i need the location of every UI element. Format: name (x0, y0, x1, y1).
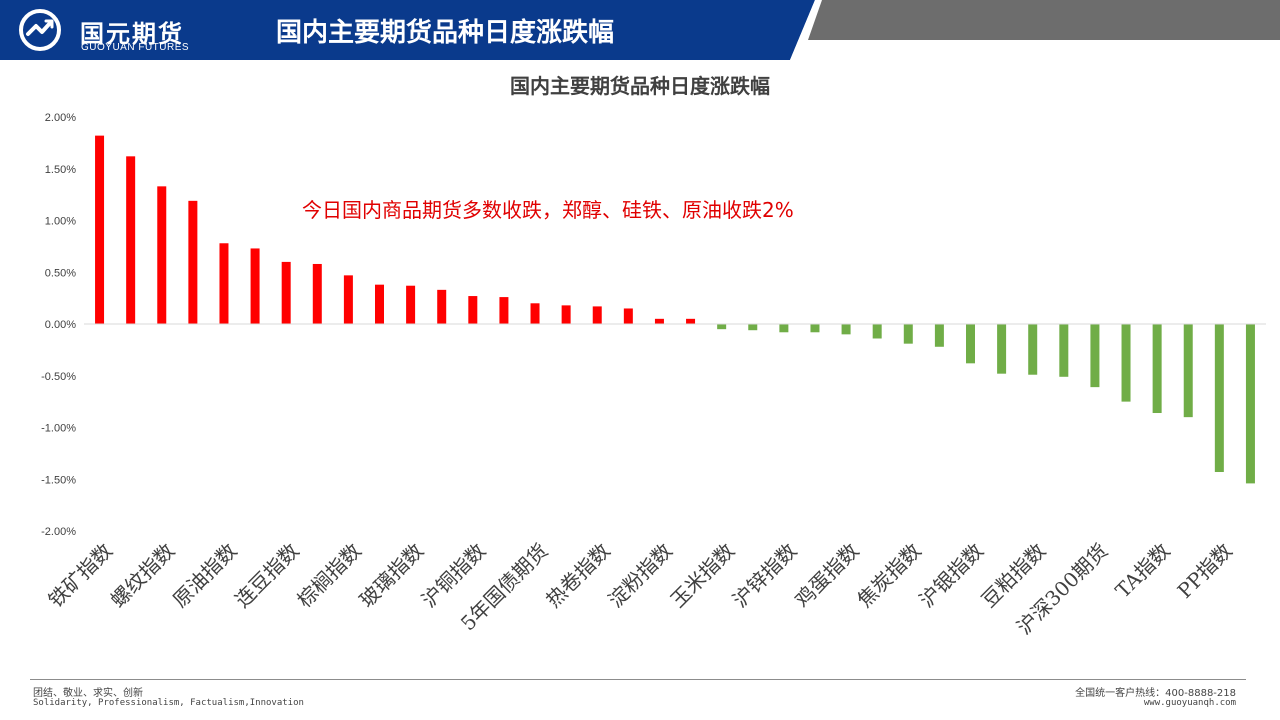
bar (592, 306, 602, 324)
bar (717, 324, 727, 330)
bar (1028, 324, 1038, 375)
bar (1090, 324, 1100, 388)
header-white-stripe (790, 0, 822, 60)
bar (312, 263, 322, 324)
x-tick-label: 原油指数 (168, 539, 242, 613)
y-tick-label: 0.00% (45, 319, 76, 331)
bar (157, 186, 167, 324)
y-tick-label: 1.50% (45, 164, 76, 176)
x-tick-label: 螺纹指数 (106, 539, 180, 613)
bar (623, 308, 633, 324)
bar (903, 324, 913, 344)
y-tick-label: 1.00% (45, 216, 76, 228)
guoyuan-logo: 国元期货 GUOYUAN FUTURES (18, 8, 218, 54)
bar (437, 289, 447, 324)
bar (934, 324, 944, 347)
bar (468, 296, 478, 324)
market-annotation: 今日国内商品期货多数收跌，郑醇、硅铁、原油收跌2% (302, 198, 794, 222)
page-title: 国内主要期货品种日度涨跌幅 (276, 18, 615, 48)
bars (95, 135, 1255, 484)
bar (654, 318, 664, 324)
y-tick-label: -1.00% (41, 423, 76, 435)
y-tick-label: -2.00% (41, 526, 76, 538)
bar (281, 261, 291, 324)
x-tick-label: 棕榈指数 (292, 539, 366, 613)
footer-hotline: 全国统一客户热线：400-8888-218 (1075, 688, 1236, 699)
bar (841, 324, 851, 335)
bar (997, 324, 1007, 374)
bar (1183, 324, 1193, 418)
y-axis: 2.00% 1.50% 1.00% 0.50% 0.00% -0.50% -1.00% -1.… (41, 112, 76, 538)
bar (810, 324, 820, 333)
bar (748, 324, 758, 331)
logo-text-cn: 国元期货 (80, 20, 184, 48)
x-tick-label: 铁矿指数 (44, 539, 118, 613)
logo-text-en: GUOYUAN FUTURES (81, 42, 190, 53)
bar (95, 135, 105, 324)
x-tick-label: 沪银指数 (914, 539, 988, 613)
x-tick-label: PP指数 (1173, 539, 1237, 603)
x-tick-label: 沪锌指数 (728, 539, 802, 613)
bar (1121, 324, 1131, 402)
bar (126, 156, 136, 324)
y-tick-label: -1.50% (41, 474, 76, 486)
guoyuan-logo-icon (19, 9, 61, 51)
bar (1152, 324, 1162, 414)
bar (1245, 324, 1255, 484)
x-axis-labels: 铁矿指数螺纹指数原油指数连豆指数棕榈指数玻璃指数沪铜指数5年国债期货热卷指数淀粉… (44, 539, 1237, 640)
bar (375, 284, 384, 324)
bar (1059, 324, 1069, 377)
bar (966, 324, 975, 364)
y-tick-label: -0.50% (41, 371, 76, 383)
bar (188, 200, 198, 324)
bar (250, 248, 260, 324)
bar (530, 303, 540, 324)
x-tick-label: 热卷指数 (541, 539, 615, 613)
bar (872, 324, 882, 339)
footer-url: www.guoyuanqh.com (1143, 698, 1236, 708)
bar-chart: 2.00% 1.50% 1.00% 0.50% 0.00% -0.50% -1.00% -1.… (41, 112, 1266, 640)
bar (343, 275, 353, 324)
footer-divider (30, 679, 1246, 680)
header-band (0, 0, 1280, 60)
header-gray-band (808, 0, 1280, 40)
y-tick-label: 0.50% (45, 267, 76, 279)
bar (499, 297, 509, 324)
bar (561, 305, 571, 324)
bar (779, 324, 789, 333)
x-tick-label: 玻璃指数 (355, 539, 429, 613)
bar (686, 318, 696, 324)
footer-motto-cn: 团结、敬业、求实、创新 (33, 688, 143, 699)
bar (219, 243, 229, 324)
header-blue-band (0, 0, 815, 60)
footer-motto-en: Solidarity, Professionalism, Factualism,… (33, 698, 304, 708)
x-tick-label: 连豆指数 (230, 539, 304, 613)
x-tick-label: TA指数 (1111, 539, 1175, 603)
x-tick-label: 淀粉指数 (603, 539, 677, 613)
y-tick-label: 2.00% (45, 112, 76, 124)
chart-title: 国内主要期货品种日度涨跌幅 (510, 74, 770, 98)
x-tick-label: 焦炭指数 (852, 539, 926, 613)
bar (1214, 324, 1224, 473)
x-tick-label: 玉米指数 (666, 539, 740, 613)
bar (406, 285, 416, 324)
x-tick-label: 鸡蛋指数 (790, 539, 864, 613)
